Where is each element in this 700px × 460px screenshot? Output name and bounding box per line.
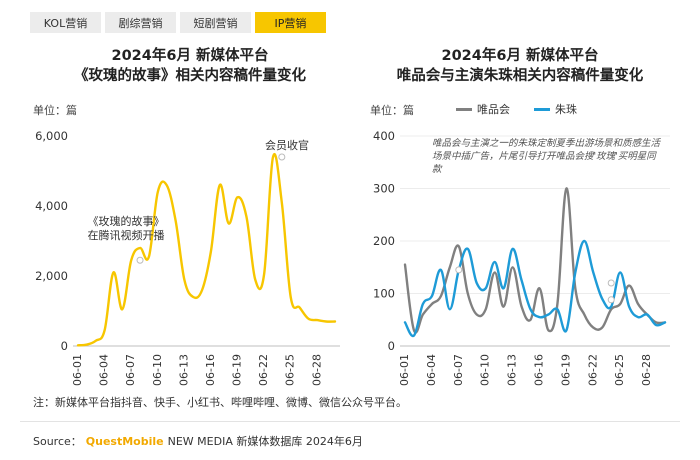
source-rest: NEW MEDIA 新媒体数据库 2024年6月	[167, 435, 363, 448]
legend-item-zhuzhu: 朱珠	[534, 101, 577, 117]
tab-bar: KOL营销 剧综营销 短剧营销 IP营销	[30, 12, 326, 33]
right-chart-title-line2: 唯品会与主演朱珠相关内容稿件量变化	[396, 68, 644, 84]
legend-label-weipinhui: 唯品会	[477, 103, 510, 116]
source-prefix: Source：	[33, 435, 82, 448]
left-annotation-premiere: 《玫瑰的故事》 在腾讯视频开播	[76, 215, 176, 243]
left-annotation-finale: 会员收官	[265, 139, 309, 152]
left-xtick-label: 06-28	[310, 354, 323, 386]
legend-label-zhuzhu: 朱珠	[555, 103, 577, 116]
tab-kol-marketing[interactable]: KOL营销	[30, 12, 101, 33]
source-brand-logo: QuestMobile	[85, 434, 164, 448]
right-xtick-label: 06-07	[452, 354, 465, 386]
right-annotation-marker	[607, 296, 615, 304]
left-unit-label: 单位：篇	[33, 104, 77, 117]
right-xtick-label: 06-16	[532, 354, 545, 386]
right-annotation-marker	[607, 279, 615, 287]
right-ytick-label: 300	[373, 182, 395, 196]
left-xtick-label: 06-04	[98, 354, 111, 386]
right-annotation-marker	[455, 266, 463, 274]
right-ytick-label: 100	[373, 287, 395, 301]
footer-divider	[20, 421, 680, 422]
left-xtick-label: 06-01	[71, 354, 84, 386]
left-xtick-label: 06-16	[204, 354, 217, 386]
left-chart-title: 2024年6月 新媒体平台 《玫瑰的故事》相关内容稿件量变化	[40, 46, 340, 86]
left-ytick-label: 2,000	[35, 269, 68, 283]
left-xtick-label: 06-25	[284, 354, 297, 386]
right-ytick-label: 400	[373, 129, 395, 143]
legend-swatch-weipinhui	[456, 107, 472, 111]
left-ytick-label: 4,000	[35, 199, 68, 213]
left-ytick-label: 6,000	[35, 129, 68, 143]
right-xtick-label: 06-01	[398, 354, 411, 386]
left-xtick-label: 06-19	[231, 354, 244, 386]
source-line: Source： QuestMobile NEW MEDIA 新媒体数据库 202…	[33, 433, 363, 449]
right-chart-title-line1: 2024年6月 新媒体平台	[441, 48, 599, 64]
right-xtick-label: 06-28	[640, 354, 653, 386]
right-xtick-label: 06-25	[613, 354, 626, 386]
left-xtick-label: 06-22	[257, 354, 270, 386]
tab-short-drama-marketing[interactable]: 短剧营销	[180, 12, 251, 33]
right-chart-title: 2024年6月 新媒体平台 唯品会与主演朱珠相关内容稿件量变化	[365, 46, 675, 86]
right-ytick-label: 200	[373, 234, 395, 248]
legend-swatch-zhuzhu	[534, 107, 550, 111]
footnote: 注：新媒体平台指抖音、快手、小红书、哔哩哔哩、微博、微信公众号平台。	[33, 396, 407, 409]
right-xtick-label: 06-13	[506, 354, 519, 386]
left-annotation-premiere-line2: 在腾讯视频开播	[87, 229, 165, 242]
right-series-line-1	[403, 239, 667, 338]
right-xtick-label: 06-04	[425, 354, 438, 386]
tab-ip-marketing[interactable]: IP营销	[255, 12, 326, 33]
left-xtick-label: 06-13	[177, 354, 190, 386]
left-annotation-marker	[278, 153, 286, 161]
right-xtick-label: 06-22	[586, 354, 599, 386]
right-xtick-label: 06-10	[479, 354, 492, 386]
right-series-line-0	[403, 187, 667, 334]
right-unit-label: 单位：篇	[370, 104, 414, 117]
left-chart-title-line2: 《玫瑰的故事》相关内容稿件量变化	[74, 68, 306, 84]
left-annotation-marker	[136, 256, 144, 264]
right-xtick-label: 06-19	[559, 354, 572, 386]
left-chart-title-line1: 2024年6月 新媒体平台	[111, 48, 269, 64]
left-xtick-label: 06-10	[151, 354, 164, 386]
tab-drama-variety-marketing[interactable]: 剧综营销	[105, 12, 176, 33]
left-annotation-premiere-line1: 《玫瑰的故事》	[87, 215, 165, 228]
right-chart-legend: 唯品会 朱珠	[456, 101, 577, 117]
left-xtick-label: 06-07	[124, 354, 137, 386]
right-ytick-label: 0	[388, 339, 395, 353]
left-series-line	[76, 153, 337, 347]
right-annotation-ad: 唯品会与主演之一的朱珠定制夏季出游场景和质感生活场景中插广告，片尾引导打开唯品会…	[432, 138, 661, 175]
left-ytick-label: 0	[61, 339, 68, 353]
legend-item-weipinhui: 唯品会	[456, 101, 510, 117]
